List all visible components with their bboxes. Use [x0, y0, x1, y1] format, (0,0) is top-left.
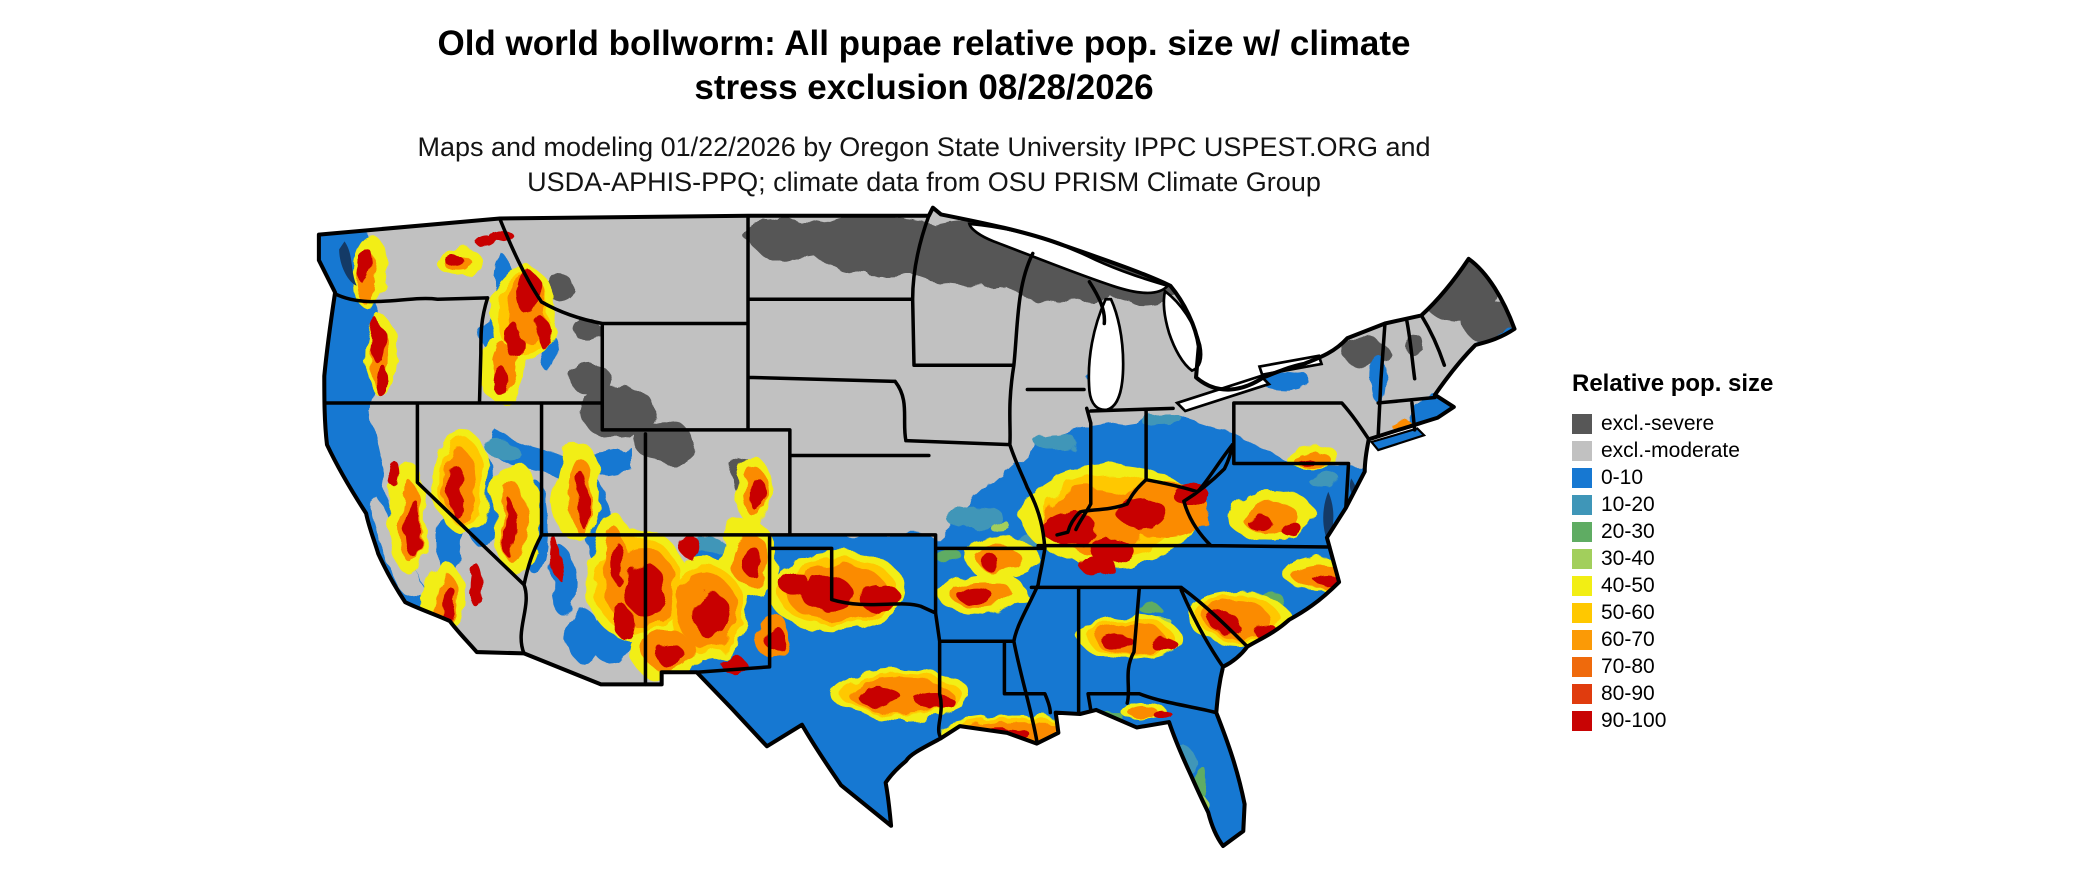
legend-item-label: 50-60 [1601, 600, 1655, 624]
legend-title: Relative pop. size [1572, 370, 1774, 397]
legend-item: excl.-moderate [1572, 437, 1773, 464]
legend-item: excl.-severe [1572, 410, 1773, 437]
legend-item: 10-20 [1572, 491, 1773, 518]
lake-ontario [1257, 354, 1324, 377]
figure-title-line1: Old world bollworm: All pupae relative p… [437, 24, 1411, 63]
legend-item: 50-60 [1572, 599, 1773, 626]
legend-item-label: 20-30 [1601, 519, 1655, 543]
legend-swatch [1572, 413, 1592, 434]
legend-item-label: 40-50 [1601, 573, 1655, 597]
legend-item-label: 70-80 [1601, 654, 1655, 678]
figure-title: Old world bollworm: All pupae relative p… [0, 22, 1848, 110]
legend-item: 90-100 [1572, 707, 1773, 734]
us-map [300, 205, 1528, 885]
legend-swatch [1572, 602, 1592, 623]
legend-item-label: 80-90 [1601, 681, 1655, 705]
legend-item: 0-10 [1572, 464, 1773, 491]
legend-item-label: 0-10 [1601, 465, 1644, 489]
legend-swatch [1572, 710, 1592, 731]
us-map-svg [316, 205, 1517, 848]
legend-item: 30-40 [1572, 545, 1773, 572]
figure-title-line2: stress exclusion 08/28/2026 [694, 67, 1154, 107]
legend-swatch [1572, 521, 1592, 542]
legend-item-label: 60-70 [1601, 627, 1655, 651]
long-island [1369, 427, 1427, 452]
legend-swatch [1572, 494, 1592, 515]
legend-swatch [1572, 548, 1592, 569]
legend-item: 80-90 [1572, 680, 1773, 707]
legend-item: 20-30 [1572, 518, 1773, 545]
legend-swatch [1572, 656, 1592, 677]
puget-sound-water [339, 241, 357, 286]
legend-item: 70-80 [1572, 653, 1773, 680]
legend-item-label: 90-100 [1601, 708, 1667, 732]
legend-swatch [1572, 575, 1592, 596]
figure-subtitle: Maps and modeling 01/22/2026 by Oregon S… [0, 130, 1848, 200]
legend-item: 60-70 [1572, 626, 1773, 653]
legend-item-label: 30-40 [1601, 546, 1655, 570]
us-outline [316, 205, 1517, 848]
legend-swatch [1572, 440, 1592, 461]
legend-item: 40-50 [1572, 572, 1773, 599]
legend-swatch [1572, 683, 1592, 704]
legend-item-label: 10-20 [1601, 492, 1655, 516]
legend-swatch [1572, 467, 1592, 488]
state-borders [322, 214, 1447, 743]
legend-swatch [1572, 629, 1592, 650]
legend: Relative pop. size excl.-severe excl.-mod… [1572, 370, 1773, 734]
figure-subtitle-line1: Maps and modeling 01/22/2026 by Oregon S… [417, 131, 1431, 162]
legend-item-label: excl.-moderate [1601, 438, 1740, 462]
legend-item-label: excl.-severe [1601, 411, 1715, 435]
figure-subtitle-line2: USDA-APHIS-PPQ; climate data from OSU PR… [527, 166, 1321, 197]
figure-header: Old world bollworm: All pupae relative p… [0, 22, 1848, 200]
legend-items: excl.-severe excl.-moderate 0-10 10-20 20-30… [1572, 410, 1773, 734]
